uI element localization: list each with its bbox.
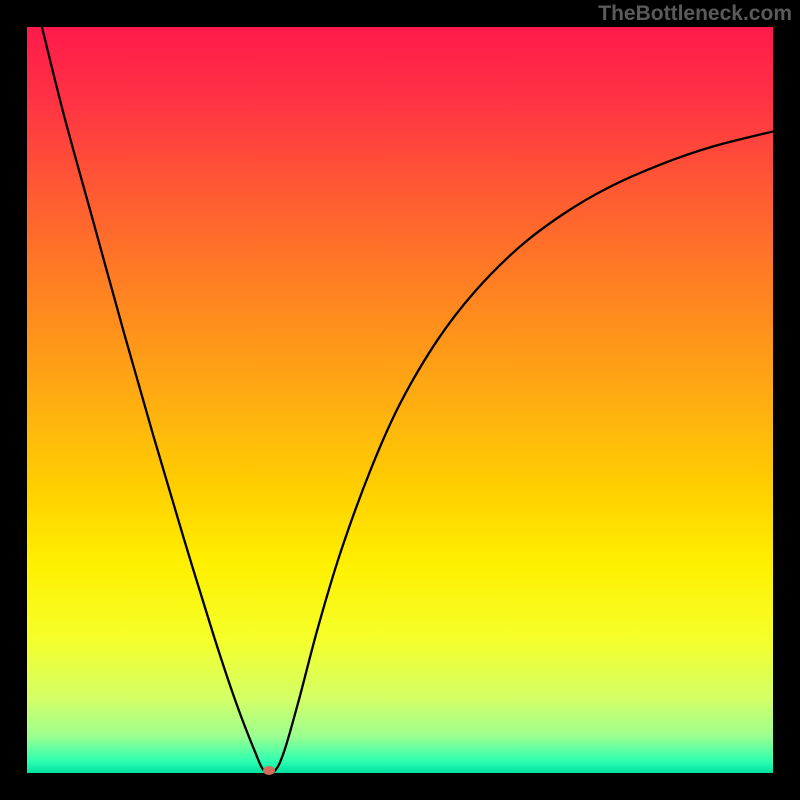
watermark-text: TheBottleneck.com bbox=[598, 2, 792, 26]
plot-area bbox=[27, 27, 773, 773]
chart-stage: TheBottleneck.com bbox=[0, 0, 800, 800]
bottleneck-curve bbox=[27, 27, 773, 773]
min-marker bbox=[263, 766, 275, 775]
